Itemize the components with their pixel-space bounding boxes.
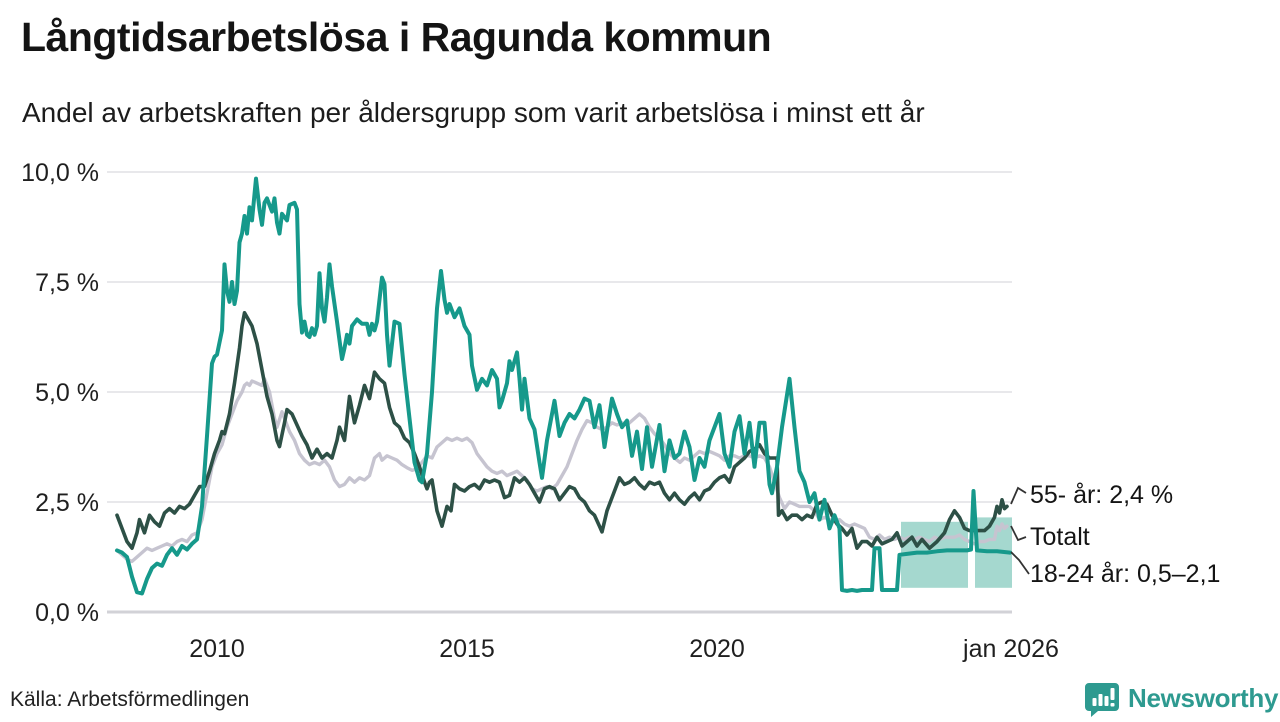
x-axis-tick-label: jan 2026 [962, 635, 1059, 663]
annotation-connector [1010, 551, 1030, 575]
brand-name: Newsworthy [1128, 683, 1279, 713]
chart-subtitle: Andel av arbetskraften per åldersgrupp s… [22, 97, 925, 128]
page-title: Långtidsarbetslösa i Ragunda kommun [21, 14, 772, 60]
x-axis-tick-label: 2010 [189, 635, 245, 663]
bar-chart-speech-bubble-icon [1084, 680, 1121, 717]
annotation-18-24: 18-24 år: 0,5–2,1 [1030, 560, 1221, 588]
y-axis-tick-label: 7,5 % [35, 269, 99, 297]
y-axis-tick-label: 2,5 % [35, 489, 99, 517]
x-axis-tick-label: 2020 [689, 635, 745, 663]
series-line-18-24-r [115, 176, 1012, 596]
source-credit: Källa: Arbetsförmedlingen [10, 688, 250, 711]
y-axis-tick-label: 0,0 % [35, 599, 99, 627]
y-axis-tick-label: 5,0 % [35, 379, 99, 407]
annotation-connector [1010, 486, 1027, 505]
series-line-totalt [115, 377, 1009, 564]
annotation-55-plus: 55- år: 2,4 % [1030, 481, 1174, 509]
newsworthy-logo[interactable]: Newsworthy [1084, 680, 1278, 717]
series-line-55-r [115, 310, 1009, 551]
annotation-total: Totalt [1030, 523, 1090, 551]
annotation-connector [1010, 525, 1027, 542]
x-axis-tick-label: 2015 [439, 635, 495, 663]
y-axis-tick-label: 10,0 % [21, 159, 99, 187]
